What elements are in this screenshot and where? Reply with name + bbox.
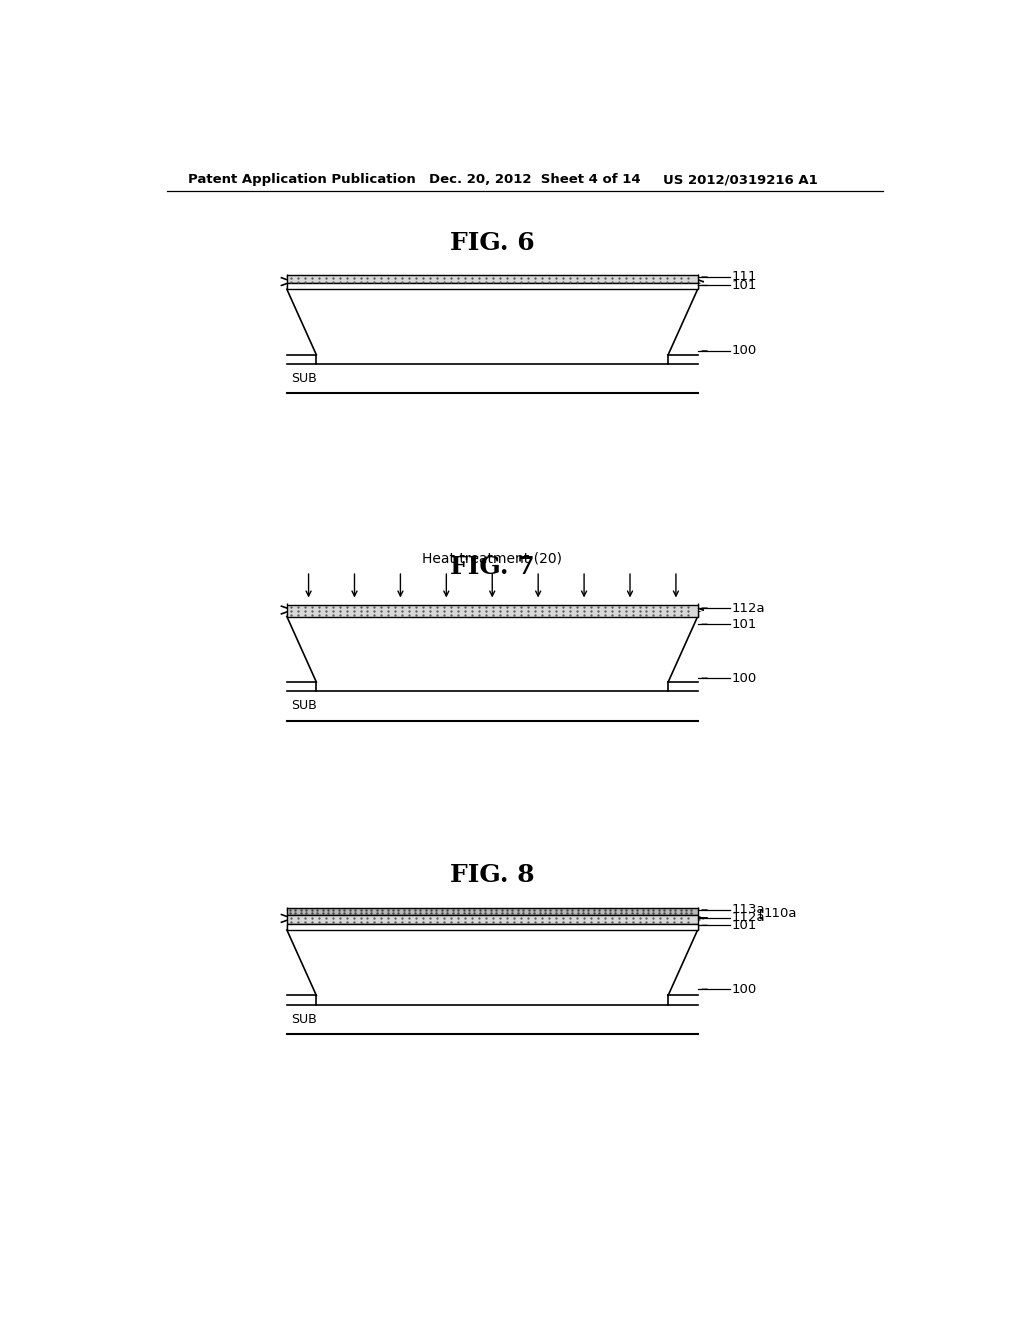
Bar — [287, 605, 697, 616]
Text: Heat treatment (20): Heat treatment (20) — [422, 552, 562, 566]
Text: 100: 100 — [732, 672, 757, 685]
Text: 110a: 110a — [764, 907, 797, 920]
Text: 111: 111 — [732, 271, 757, 284]
Bar — [287, 284, 697, 289]
Text: US 2012/0319216 A1: US 2012/0319216 A1 — [663, 173, 817, 186]
Text: 113a: 113a — [732, 903, 765, 916]
Text: 101: 101 — [732, 279, 757, 292]
Text: FIG. 7: FIG. 7 — [450, 554, 535, 578]
Text: FIG. 8: FIG. 8 — [450, 862, 535, 887]
Text: Patent Application Publication: Patent Application Publication — [188, 173, 416, 186]
Text: 112a: 112a — [732, 602, 765, 615]
Text: 101: 101 — [732, 919, 757, 932]
Text: 112a: 112a — [732, 911, 765, 924]
Text: FIG. 6: FIG. 6 — [450, 231, 535, 255]
Text: 101: 101 — [732, 618, 757, 631]
Text: SUB: SUB — [291, 700, 316, 713]
Bar — [287, 908, 697, 915]
Text: Dec. 20, 2012  Sheet 4 of 14: Dec. 20, 2012 Sheet 4 of 14 — [429, 173, 640, 186]
Bar — [287, 924, 697, 929]
Text: SUB: SUB — [291, 1012, 316, 1026]
Bar — [287, 276, 697, 284]
Bar — [287, 915, 697, 924]
Text: SUB: SUB — [291, 372, 316, 385]
Text: 100: 100 — [732, 982, 757, 995]
Text: 100: 100 — [732, 345, 757, 358]
